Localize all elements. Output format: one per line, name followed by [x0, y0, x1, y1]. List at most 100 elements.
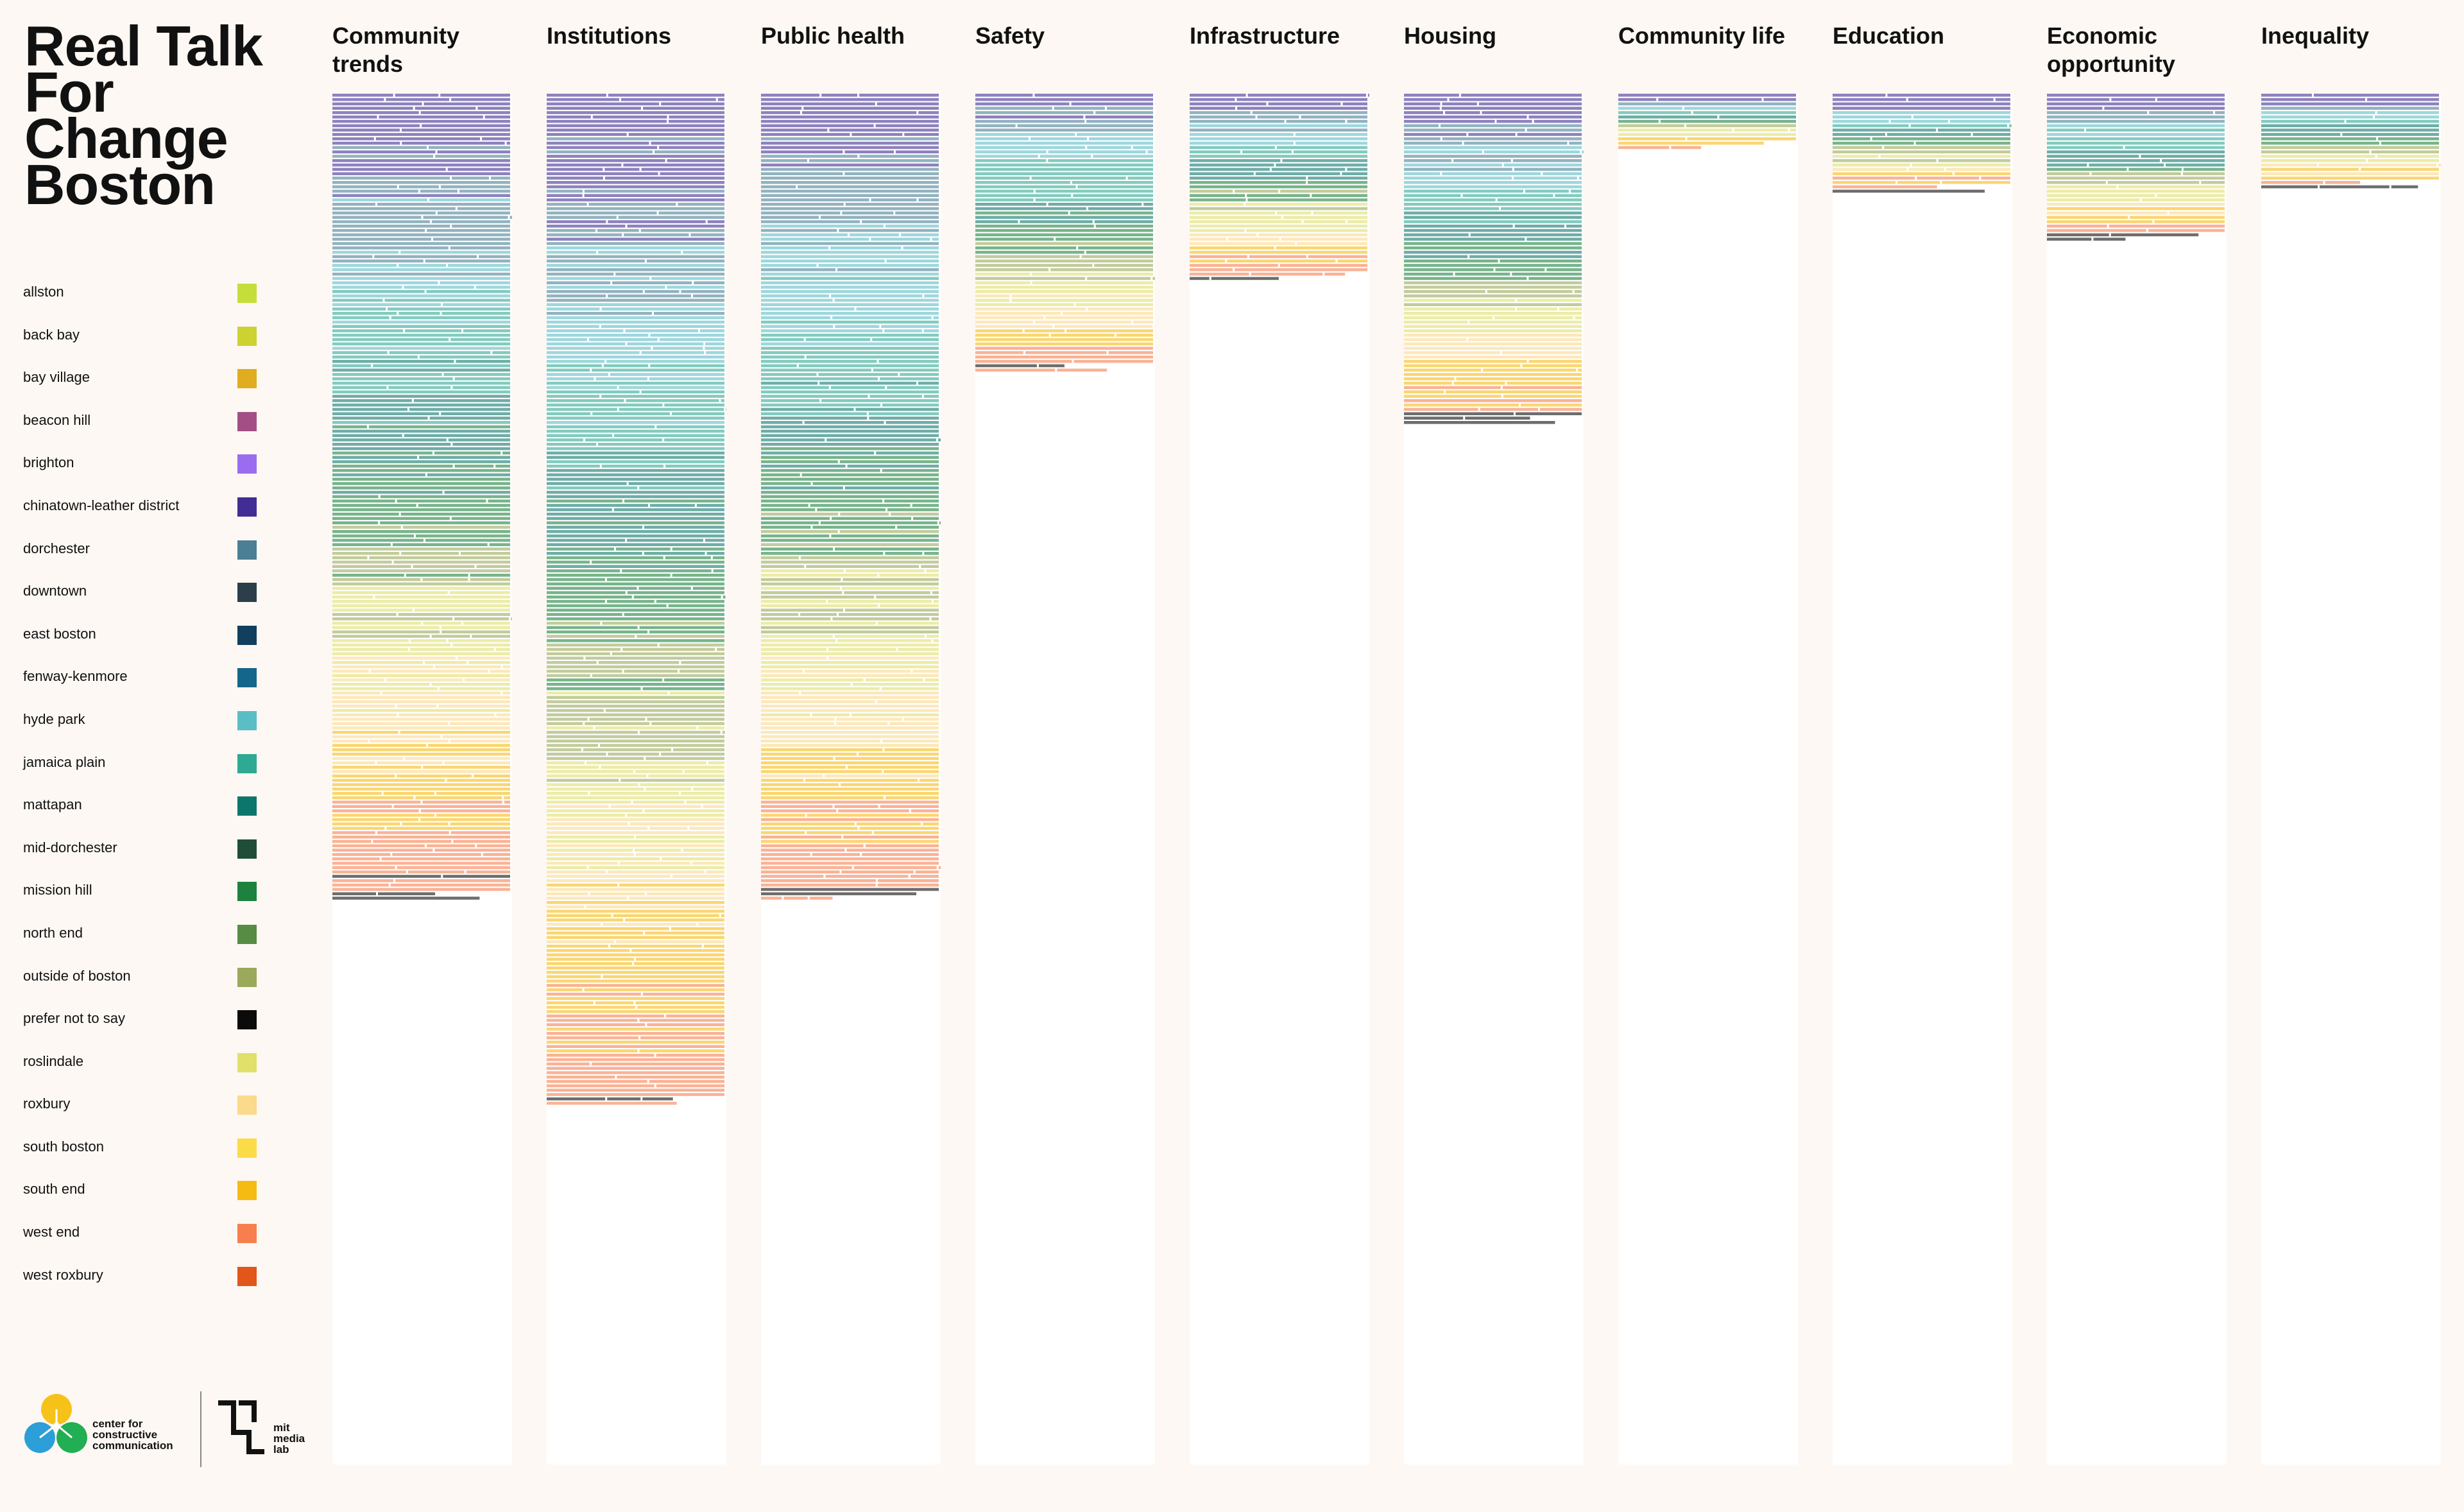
comment-segment[interactable]	[2047, 168, 2127, 171]
comment-segment[interactable]	[1190, 107, 1235, 110]
comment-segment[interactable]	[885, 225, 939, 228]
comment-segment[interactable]	[761, 447, 939, 451]
comment-segment[interactable]	[1514, 168, 1582, 171]
comment-segment[interactable]	[647, 1023, 724, 1026]
comment-segment[interactable]	[1534, 119, 1582, 123]
comment-segment[interactable]	[332, 839, 372, 843]
comment-segment[interactable]	[332, 726, 510, 730]
comment-segment[interactable]	[1404, 102, 1441, 106]
comment-segment[interactable]	[1190, 98, 1235, 101]
comment-segment[interactable]	[1404, 150, 1482, 153]
comment-segment[interactable]	[761, 359, 877, 363]
comment-segment[interactable]	[887, 508, 939, 511]
comment-segment[interactable]	[547, 176, 603, 180]
comment-segment[interactable]	[1032, 281, 1153, 284]
comment-segment[interactable]	[659, 338, 724, 341]
comment-segment[interactable]	[2047, 189, 2225, 193]
comment-segment[interactable]	[1502, 386, 1582, 390]
comment-segment[interactable]	[2047, 137, 2225, 141]
comment-segment[interactable]	[488, 499, 511, 503]
comment-segment[interactable]	[1950, 119, 2010, 123]
comment-segment[interactable]	[926, 569, 939, 572]
comment-segment[interactable]	[975, 368, 1056, 372]
comment-segment[interactable]	[496, 713, 511, 717]
comment-segment[interactable]	[397, 866, 510, 870]
comment-segment[interactable]	[388, 386, 451, 390]
comment-segment[interactable]	[547, 792, 588, 795]
comment-segment[interactable]	[449, 591, 510, 594]
comment-segment[interactable]	[332, 495, 379, 499]
comment-segment[interactable]	[761, 412, 867, 415]
comment-segment[interactable]	[472, 635, 510, 638]
comment-segment[interactable]	[915, 870, 939, 873]
comment-segment[interactable]	[761, 272, 939, 276]
comment-segment[interactable]	[667, 159, 724, 162]
comment-segment[interactable]	[926, 635, 939, 638]
comment-segment[interactable]	[332, 347, 510, 350]
comment-segment[interactable]	[388, 307, 510, 311]
comment-segment[interactable]	[642, 992, 724, 996]
comment-segment[interactable]	[681, 290, 724, 293]
comment-segment[interactable]	[1441, 124, 1582, 128]
comment-segment[interactable]	[547, 207, 724, 210]
comment-segment[interactable]	[975, 220, 1018, 223]
comment-segment[interactable]	[383, 792, 434, 795]
comment-segment[interactable]	[2261, 111, 2375, 114]
comment-segment[interactable]	[332, 141, 400, 145]
comment-segment[interactable]	[2381, 141, 2439, 145]
comment-segment[interactable]	[912, 504, 939, 507]
comment-segment[interactable]	[761, 477, 939, 481]
comment-segment[interactable]	[332, 517, 450, 520]
comment-segment[interactable]	[1517, 133, 1582, 136]
comment-segment[interactable]	[547, 486, 638, 490]
comment-segment[interactable]	[429, 198, 510, 202]
comment-segment[interactable]	[1833, 172, 1953, 175]
comment-segment[interactable]	[547, 421, 724, 424]
comment-segment[interactable]	[933, 599, 939, 603]
comment-segment[interactable]	[1917, 176, 1980, 180]
comment-segment[interactable]	[1946, 168, 2010, 171]
comment-segment[interactable]	[761, 312, 939, 315]
comment-segment[interactable]	[783, 897, 808, 900]
comment-segment[interactable]	[1981, 176, 2010, 180]
comment-segment[interactable]	[904, 133, 939, 136]
comment-segment[interactable]	[839, 460, 939, 463]
comment-segment[interactable]	[332, 447, 510, 451]
comment-segment[interactable]	[332, 857, 380, 861]
comment-segment[interactable]	[1540, 408, 1582, 411]
comment-segment[interactable]	[1404, 242, 1582, 245]
comment-segment[interactable]	[692, 587, 724, 590]
comment-segment[interactable]	[380, 521, 510, 524]
comment-segment[interactable]	[836, 717, 903, 721]
comment-segment[interactable]	[651, 141, 725, 145]
comment-segment[interactable]	[547, 203, 587, 206]
comment-segment[interactable]	[441, 312, 511, 315]
comment-segment[interactable]	[444, 761, 511, 764]
comment-segment[interactable]	[975, 351, 1023, 354]
comment-segment[interactable]	[2346, 119, 2440, 123]
comment-segment[interactable]	[332, 172, 510, 175]
comment-segment[interactable]	[1404, 264, 1582, 267]
comment-segment[interactable]	[608, 220, 706, 223]
comment-segment[interactable]	[1833, 119, 1889, 123]
comment-segment[interactable]	[1460, 94, 1582, 97]
comment-segment[interactable]	[761, 137, 939, 141]
comment-segment[interactable]	[1190, 233, 1257, 237]
comment-segment[interactable]	[1093, 155, 1153, 158]
comment-segment[interactable]	[1833, 98, 1906, 101]
comment-segment[interactable]	[440, 281, 511, 284]
comment-segment[interactable]	[1057, 368, 1108, 372]
comment-segment[interactable]	[1884, 146, 2010, 150]
comment-segment[interactable]	[761, 228, 837, 232]
comment-segment[interactable]	[975, 211, 1068, 215]
comment-segment[interactable]	[975, 107, 1052, 110]
comment-segment[interactable]	[604, 176, 724, 180]
comment-segment[interactable]	[547, 752, 606, 756]
comment-segment[interactable]	[547, 687, 641, 691]
comment-segment[interactable]	[332, 683, 430, 686]
comment-segment[interactable]	[975, 98, 1153, 101]
comment-segment[interactable]	[547, 225, 626, 228]
comment-segment[interactable]	[1954, 172, 2010, 175]
comment-segment[interactable]	[608, 294, 691, 298]
comment-segment[interactable]	[1190, 150, 1240, 153]
